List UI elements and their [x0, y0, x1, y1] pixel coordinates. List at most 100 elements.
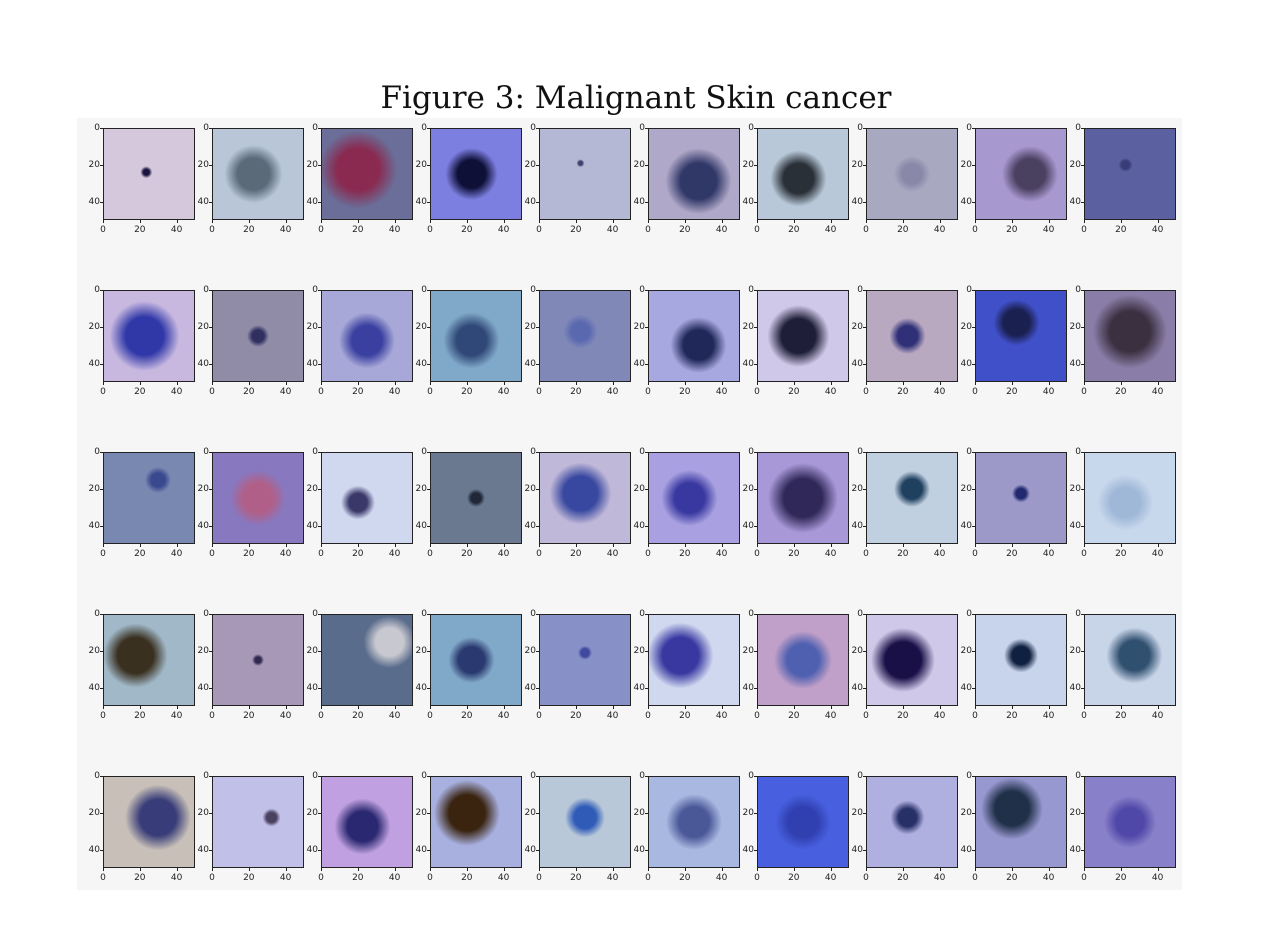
x-tick-label: 0	[754, 387, 760, 397]
x-tick-mark	[103, 868, 104, 871]
y-tick-label: 0	[94, 609, 100, 619]
y-tick-label: 20	[633, 645, 645, 656]
y-tick-label: 20	[197, 645, 209, 656]
x-tick-label: 0	[318, 549, 324, 559]
x-tick-label: 40	[1042, 387, 1055, 397]
x-tick-label: 20	[134, 225, 146, 235]
x-tick-label: 20	[134, 873, 146, 883]
y-tick-label: 20	[960, 321, 972, 332]
x-tick-mark	[212, 220, 213, 223]
y-tick-label: 20	[415, 159, 427, 170]
y-tick-mark	[209, 687, 212, 689]
x-tick-mark	[1011, 382, 1013, 385]
x-tick-label: 40	[824, 873, 837, 883]
x-tick-mark	[793, 868, 795, 871]
x-tick-mark	[103, 382, 104, 385]
x-tick-label: 20	[679, 711, 691, 721]
x-tick-label: 20	[461, 225, 473, 235]
lesion-r2c1	[103, 290, 195, 382]
x-tick-mark	[757, 382, 758, 385]
x-tick-mark	[539, 382, 540, 385]
x-tick-label: 0	[536, 549, 542, 559]
y-tick-label: 40	[524, 358, 536, 369]
lesion-r5c9	[975, 776, 1067, 868]
y-tick-label: 40	[742, 682, 754, 693]
y-tick-mark	[427, 363, 430, 365]
y-tick-label: 20	[306, 483, 318, 494]
y-tick-mark	[427, 326, 430, 328]
x-tick-mark	[430, 220, 431, 223]
y-tick-mark	[100, 128, 103, 129]
y-tick-mark	[427, 776, 430, 777]
x-tick-mark	[939, 220, 941, 223]
x-tick-mark	[684, 868, 686, 871]
y-tick-label: 20	[960, 483, 972, 494]
y-tick-mark	[754, 614, 757, 615]
y-tick-label: 40	[415, 844, 427, 855]
lesion-r3c3	[321, 452, 413, 544]
y-tick-label: 20	[1069, 645, 1081, 656]
y-tick-label: 20	[633, 159, 645, 170]
x-tick-label: 0	[318, 225, 324, 235]
x-tick-label: 20	[1115, 387, 1127, 397]
x-tick-label: 20	[352, 549, 364, 559]
x-tick-mark	[176, 544, 178, 547]
y-tick-label: 40	[306, 844, 318, 855]
x-tick-label: 40	[388, 225, 401, 235]
x-tick-label: 40	[497, 387, 510, 397]
lesion-r5c3	[321, 776, 413, 868]
y-tick-mark	[1081, 363, 1084, 365]
y-tick-mark	[1081, 650, 1084, 652]
x-tick-label: 0	[209, 387, 215, 397]
lesion-r5c4	[430, 776, 522, 868]
y-tick-mark	[1081, 201, 1084, 203]
y-tick-label: 40	[633, 358, 645, 369]
x-tick-mark	[612, 220, 614, 223]
x-tick-label: 20	[897, 387, 909, 397]
y-tick-label: 40	[88, 196, 100, 207]
y-tick-label: 20	[742, 159, 754, 170]
lesion-r5c2	[212, 776, 304, 868]
x-tick-label: 20	[897, 711, 909, 721]
x-tick-mark	[285, 868, 287, 871]
x-tick-label: 40	[824, 549, 837, 559]
y-tick-label: 40	[88, 844, 100, 855]
y-tick-mark	[100, 812, 103, 814]
x-tick-label: 0	[645, 873, 651, 883]
x-tick-mark	[866, 544, 867, 547]
x-tick-label: 0	[318, 387, 324, 397]
y-tick-mark	[1081, 776, 1084, 777]
x-tick-mark	[939, 706, 941, 709]
lesion-r2c8	[866, 290, 958, 382]
y-tick-mark	[427, 128, 430, 129]
y-tick-label: 20	[197, 807, 209, 818]
x-tick-mark	[1048, 706, 1050, 709]
x-tick-mark	[139, 544, 141, 547]
y-tick-label: 20	[524, 645, 536, 656]
x-tick-mark	[248, 382, 250, 385]
x-tick-mark	[1157, 382, 1159, 385]
x-tick-label: 0	[645, 549, 651, 559]
y-tick-mark	[645, 650, 648, 652]
y-tick-mark	[645, 164, 648, 166]
y-tick-mark	[863, 164, 866, 166]
y-tick-mark	[427, 687, 430, 689]
x-tick-mark	[176, 220, 178, 223]
x-tick-label: 0	[972, 711, 978, 721]
y-tick-label: 20	[197, 321, 209, 332]
x-tick-label: 0	[427, 873, 433, 883]
x-tick-mark	[612, 544, 614, 547]
x-tick-label: 20	[461, 711, 473, 721]
lesion-r3c7	[757, 452, 849, 544]
x-tick-label: 20	[461, 387, 473, 397]
y-tick-label: 20	[88, 159, 100, 170]
y-tick-mark	[972, 812, 975, 814]
x-tick-label: 20	[134, 549, 146, 559]
x-tick-label: 20	[1006, 711, 1018, 721]
x-tick-mark	[285, 220, 287, 223]
lesion-r4c2	[212, 614, 304, 706]
y-tick-label: 20	[851, 807, 863, 818]
y-tick-label: 0	[639, 771, 645, 781]
x-tick-mark	[1011, 220, 1013, 223]
y-tick-mark	[100, 452, 103, 453]
